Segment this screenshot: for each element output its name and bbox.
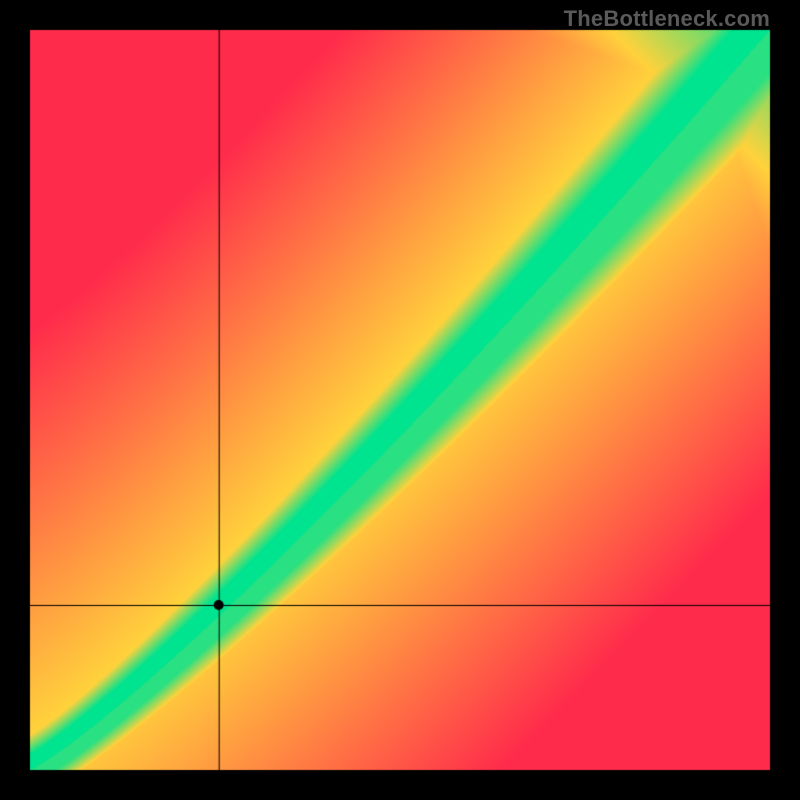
watermark-text: TheBottleneck.com xyxy=(564,6,770,32)
chart-container: TheBottleneck.com xyxy=(0,0,800,800)
bottleneck-heatmap xyxy=(0,0,800,800)
